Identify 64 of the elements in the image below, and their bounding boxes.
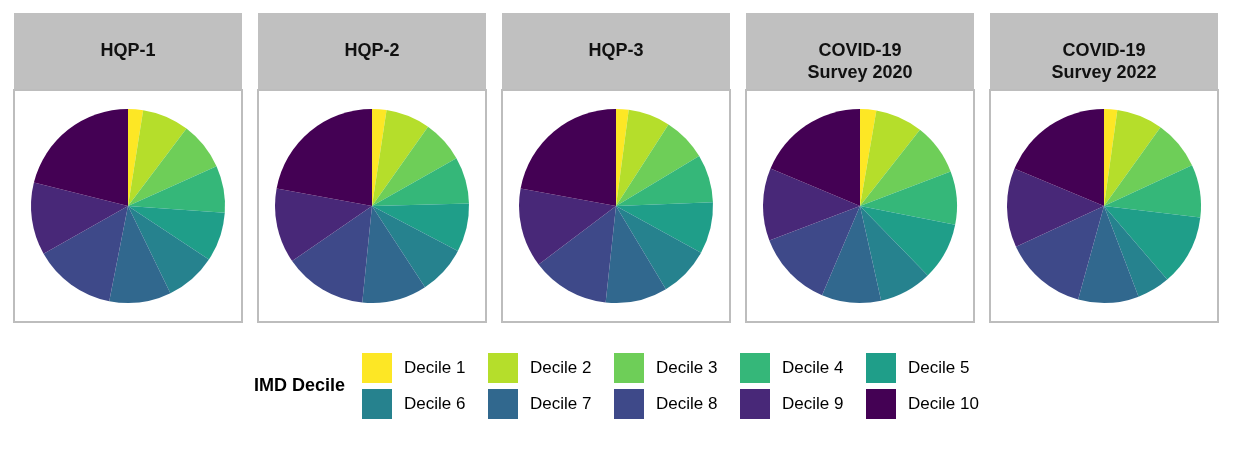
pie-slice [362, 206, 425, 303]
legend-label: Decile 3 [656, 358, 718, 377]
pie-slice [616, 202, 713, 253]
chart-title: HQP-3 [588, 40, 644, 60]
pie-slice [43, 206, 128, 302]
pie-slice [1104, 109, 1161, 206]
legend-label: Decile 9 [782, 394, 844, 413]
pie-slice [128, 110, 187, 206]
pie-slice [372, 126, 457, 206]
pie-slice [605, 206, 666, 303]
pie-slice [1015, 206, 1104, 300]
legend-label: Decile 4 [782, 358, 844, 377]
pie-slice [109, 206, 171, 303]
pie-slice [275, 188, 372, 262]
pie-slice [1014, 109, 1104, 206]
pie-slice [1104, 127, 1193, 206]
pie-slice [520, 109, 616, 206]
legend-label: Decile 2 [530, 358, 592, 377]
pie-slice [128, 128, 217, 206]
chart-title: COVID-19 Survey 2020 [807, 40, 913, 82]
pie-slice [769, 206, 860, 296]
pie-slice [616, 109, 669, 206]
pie-slice [1007, 168, 1104, 247]
pie-slice [1078, 206, 1139, 303]
legend-label: Decile 8 [656, 394, 718, 413]
pie-slice [616, 124, 700, 206]
pie-slice [128, 206, 209, 294]
pie-slice [372, 110, 429, 206]
pie-slice [292, 206, 372, 303]
pie-slice [1104, 206, 1168, 297]
pie-slice [276, 109, 372, 206]
pie-slice [372, 158, 469, 206]
pie-slice [860, 171, 957, 225]
pie-slice [860, 109, 877, 206]
pie-slice [860, 206, 956, 276]
pie-slice [372, 203, 469, 252]
pie-slice [616, 206, 701, 290]
pie-slice [770, 109, 860, 206]
pie-slice [616, 156, 713, 206]
pie-slice [372, 206, 458, 288]
chart-title: COVID-19 Survey 2022 [1051, 40, 1157, 82]
chart-title: HQP-1 [100, 40, 156, 60]
pie-slice [1104, 206, 1201, 280]
pie-slice [128, 109, 144, 206]
legend-label: Decile 5 [908, 358, 970, 377]
pie-slice [372, 109, 387, 206]
pie-slice [822, 206, 882, 303]
legend-title: IMD Decile [254, 375, 346, 395]
pie-slice [519, 188, 616, 265]
legend-label: Decile 7 [530, 394, 592, 413]
legend-label: Decile 6 [404, 394, 466, 413]
pie-slice [860, 129, 951, 206]
pie-slice [763, 168, 860, 241]
legend-label: Decile 1 [404, 358, 466, 377]
pie-slice [128, 206, 225, 260]
pie-slice [128, 166, 225, 213]
pie-slice [860, 110, 920, 206]
pie-slice [1104, 165, 1201, 218]
pie-slice [31, 182, 128, 254]
legend-label: Decile 10 [908, 394, 979, 413]
pie-slice [538, 206, 616, 303]
pie-slice [33, 109, 128, 206]
pie-slice [860, 206, 928, 301]
chart-title: HQP-2 [344, 40, 400, 60]
